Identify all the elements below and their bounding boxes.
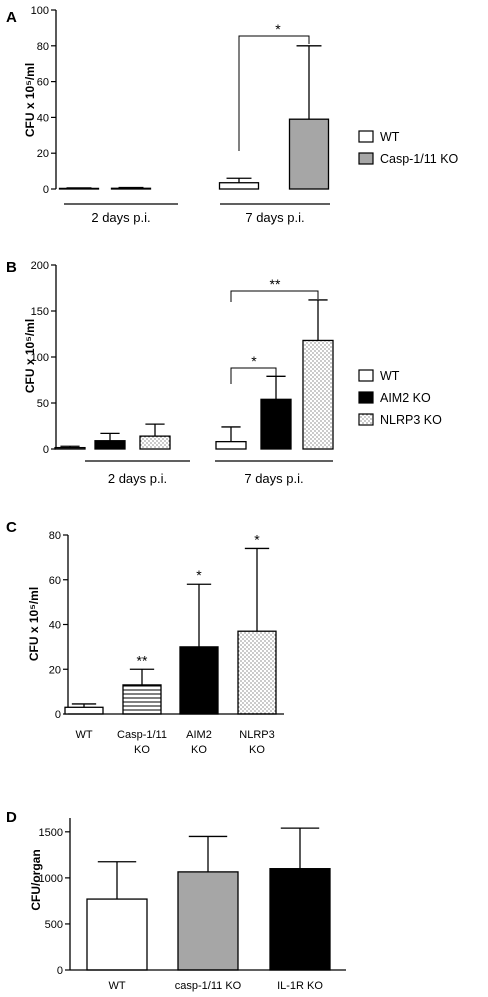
panel-b-significance-label: *: [251, 353, 257, 369]
panel-d-y-tick-label: 1000: [39, 873, 63, 885]
panel-a-bar: [58, 187, 100, 190]
panel-b-bar: [54, 446, 86, 450]
panel-a-y-tick-label: 80: [37, 41, 49, 53]
panel-c-significance-label: *: [254, 531, 260, 547]
panel-a-bar: [110, 187, 152, 190]
panel-b-group-label: 2 days p.i.: [108, 471, 167, 486]
panel-b-ylabel: CFU x 10⁵/ml: [23, 319, 37, 393]
panel-c: C CFU x 10⁵/ml 020406080WT**Casp-1/11KO*…: [6, 519, 284, 756]
panel-a-y-tick-label: 60: [37, 77, 49, 89]
panel-c-significance-label: **: [137, 652, 148, 668]
panel-b-y-tick-label: 150: [31, 306, 49, 318]
panel-c-y-tick-label: 0: [55, 709, 61, 721]
panel-d: D CFU/organ 0 500 1000 1500 WT casp-1/11 KO IL…: [6, 809, 346, 992]
panel-c-y-tick-label: 20: [49, 664, 61, 676]
panel-a-y-tick-label: 0: [43, 184, 49, 196]
panel-b-y-tick-label: 100: [31, 352, 49, 364]
panel-c-ylabel: CFU x 10⁵/ml: [27, 587, 41, 661]
panel-b-bar: [302, 339, 334, 450]
panel-c-significance-label: *: [196, 567, 202, 583]
panel-b-legend-swatch: [358, 369, 374, 382]
panel-a-group-label: 7 days p.i.: [245, 210, 304, 225]
panel-a-y-tick-label: 100: [31, 5, 49, 17]
panel-a-bar: [218, 182, 260, 190]
panel-a-y-tick-label: 20: [37, 148, 49, 160]
panel-c-letter: C: [6, 519, 17, 536]
panel-d-letter: D: [6, 809, 17, 826]
panel-d-bar: [269, 868, 331, 971]
panel-b-bar: [94, 440, 126, 450]
panel-c-x-tick-label: AIM2: [186, 729, 212, 741]
panel-b-bar: [260, 398, 292, 450]
panel-b-legend-swatch: [358, 391, 374, 404]
panel-c-x-tick-label: KO: [134, 744, 150, 756]
panel-a-legend-swatch: [358, 152, 374, 165]
panel-c-x-tick-label: WT: [75, 729, 92, 741]
panel-d-bar: [177, 871, 239, 971]
panel-c-x-tick-label: KO: [249, 744, 265, 756]
panel-b-bar: [139, 435, 171, 450]
panel-b: B CFU x 10⁵/ml 0 50 100 150 200 2 days p.i. 7 …: [6, 259, 442, 486]
panel-b-y-tick-label: 0: [43, 444, 49, 456]
panel-b-significance-bracket: [230, 290, 319, 302]
panel-b-significance-bracket: [230, 367, 277, 384]
panel-b-y-tick-label: 50: [37, 398, 49, 410]
panel-b-legend-swatch: [358, 413, 374, 426]
panel-d-x-tick-label: WT: [108, 980, 125, 992]
panel-b-legend-label: NLRP3 KO: [380, 413, 442, 427]
panel-a-letter: A: [6, 9, 17, 26]
panel-c-bar: [237, 630, 277, 715]
panel-c-x-tick-label: KO: [191, 744, 207, 756]
panel-b-bar: [215, 440, 247, 450]
panel-c-x-tick-label: Casp-1/11: [117, 729, 167, 741]
panel-d-x-tick-label: IL-1R KO: [277, 980, 323, 992]
panel-b-legend-label: AIM2 KO: [380, 391, 431, 405]
panel-c-y-tick-label: 60: [49, 575, 61, 587]
panel-b-letter: B: [6, 259, 17, 276]
panel-c-bar: [64, 706, 104, 715]
panel-a-ylabel: CFU x 10⁵/ml: [23, 63, 37, 137]
panel-c-bar: [122, 684, 162, 715]
panel-a-legend-label: WT: [380, 130, 400, 144]
panel-a-legend-label: Casp-1/11 KO: [380, 152, 459, 166]
panel-a-group-label: 2 days p.i.: [91, 210, 150, 225]
panel-d-x-tick-label: casp-1/11 KO: [175, 980, 242, 992]
panel-b-significance-label: **: [270, 276, 281, 292]
panel-b-y-tick-label: 200: [31, 260, 49, 272]
panel-b-group-label: 7 days p.i.: [244, 471, 303, 486]
panel-a-bar: [288, 118, 330, 190]
panel-a-significance-label: *: [275, 21, 281, 37]
panel-a-significance-bracket: [238, 35, 310, 151]
panel-d-bar: [86, 898, 148, 971]
panel-c-bar: [179, 646, 219, 715]
panel-c-y-tick-label: 40: [49, 620, 61, 632]
panel-a-legend-swatch: [358, 130, 374, 143]
panel-d-y-tick-label: 500: [45, 919, 63, 931]
panel-d-y-tick-label: 0: [57, 965, 63, 977]
panel-a-y-tick-label: 40: [37, 112, 49, 124]
panel-c-y-tick-label: 80: [49, 530, 61, 542]
panel-c-x-tick-label: NLRP3: [239, 729, 274, 741]
panel-a: A CFU x 10⁵/ml 0 20 40 60 80 100 2 days p.i. 7 …: [6, 5, 459, 225]
panel-d-y-tick-label: 1500: [39, 827, 63, 839]
panel-b-legend-label: WT: [380, 369, 400, 383]
panel-d-ylabel: CFU/organ: [29, 849, 43, 910]
